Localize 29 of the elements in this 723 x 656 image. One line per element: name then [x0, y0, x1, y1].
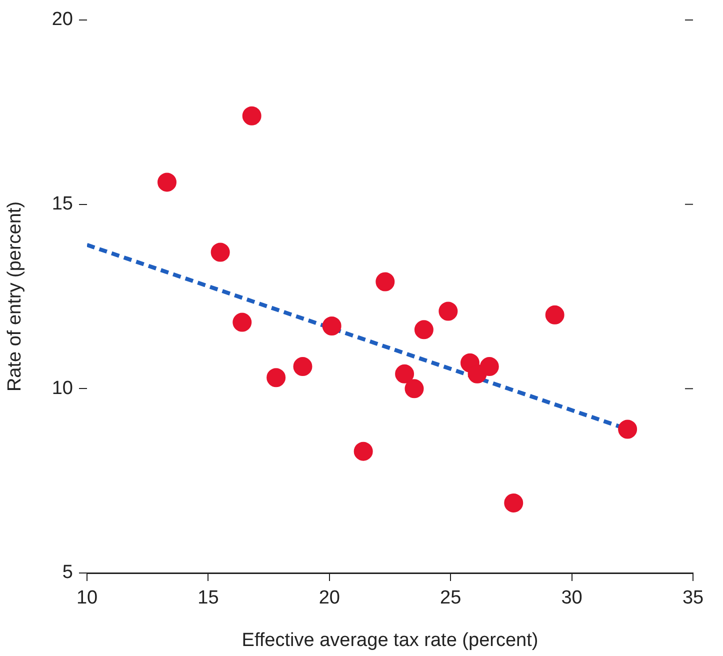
x-tick-label: 20 [318, 588, 340, 609]
point [157, 172, 176, 192]
point [504, 493, 524, 512]
x-axis-title: Effective average tax rate (percent) [242, 630, 538, 651]
y-tick-label: 15 [52, 194, 73, 215]
point [404, 379, 424, 398]
y-tick-label: 5 [62, 562, 73, 584]
point [322, 316, 342, 336]
x-tick-label: 10 [76, 588, 98, 609]
point [242, 106, 262, 126]
point [266, 368, 286, 388]
point [210, 242, 230, 262]
point [354, 442, 373, 461]
x-tick-label: 15 [198, 588, 219, 609]
point [480, 357, 499, 376]
y-tick-label: 10 [52, 378, 73, 399]
point [545, 305, 564, 324]
y-axis-title: Rate of entry (percent) [4, 201, 26, 392]
x-tick-label: 30 [561, 588, 582, 609]
x-tick-label: 35 [682, 588, 704, 609]
point [293, 357, 312, 376]
point [414, 320, 434, 340]
x-tick-label: 25 [440, 588, 462, 609]
y-tick-label: 20 [52, 9, 73, 30]
point [438, 302, 458, 321]
point [376, 272, 395, 292]
point [395, 364, 414, 384]
point [618, 420, 638, 439]
point [232, 312, 252, 332]
